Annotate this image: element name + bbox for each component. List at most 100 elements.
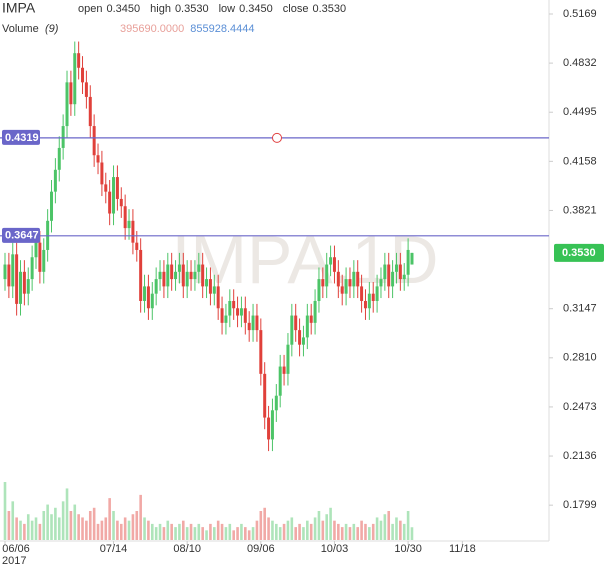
volume-bar: [244, 527, 247, 540]
volume-value: 395690.0000: [120, 23, 184, 35]
volume-bar: [135, 511, 139, 540]
volume-bar: [344, 523, 348, 540]
candle-body: [309, 315, 313, 323]
candle-body: [282, 366, 286, 374]
volume-bar: [317, 511, 321, 540]
candle-body: [108, 191, 112, 214]
x-tick-label: 10/03: [321, 543, 349, 555]
volume-bar: [123, 517, 127, 540]
volume-bar: [100, 520, 104, 540]
candle-body: [205, 279, 209, 287]
y-tick-label: 0.3147: [563, 303, 597, 315]
volume-bar: [387, 511, 391, 540]
candle-body: [360, 286, 364, 301]
symbol: IMPA: [2, 0, 36, 16]
volume-bar: [402, 523, 406, 540]
candle-body: [143, 286, 147, 301]
volume-bar: [127, 520, 131, 540]
candle-body: [208, 279, 212, 294]
candle-body: [259, 330, 263, 374]
x-tick-label: 07/14: [100, 543, 128, 555]
candle-body: [81, 67, 85, 83]
volume-bar: [166, 520, 170, 540]
candle-body: [321, 279, 325, 287]
candle-body: [181, 264, 185, 287]
candle-body: [92, 126, 96, 156]
candle-body: [150, 293, 154, 309]
volume-bar: [201, 527, 204, 540]
candle-body: [146, 286, 150, 309]
candle-body: [162, 271, 166, 287]
volume-bar: [185, 527, 189, 540]
ohlc-name: low: [219, 3, 236, 15]
volume-bar: [205, 530, 208, 540]
volume-bar: [360, 520, 363, 540]
volume-bar: [116, 520, 119, 540]
y-tick-label: 0.4832: [563, 57, 597, 69]
volume-bar: [42, 511, 46, 540]
volume-bar: [302, 527, 305, 540]
volume-bar: [236, 527, 239, 540]
candle-body: [53, 169, 57, 192]
volume-bar: [143, 517, 146, 540]
volume-bar: [356, 527, 360, 540]
volume-bar: [85, 520, 88, 540]
candle-body: [127, 220, 131, 229]
candle-body: [177, 264, 181, 272]
volume-bar: [193, 527, 197, 540]
candle-body: [243, 308, 247, 323]
volume-bar: [383, 514, 387, 540]
volume-bar: [313, 517, 317, 540]
candle-body: [313, 300, 317, 323]
last-price: 0.3530: [562, 247, 596, 259]
candle-body: [317, 279, 321, 301]
candle-body: [239, 308, 243, 316]
volume-bar: [69, 511, 73, 540]
volume-bar: [139, 494, 142, 540]
ohlc-name: close: [283, 3, 309, 15]
volume-name: Volume: [2, 23, 39, 35]
line-label: 0.3647: [5, 230, 39, 242]
volume-bar: [228, 523, 232, 540]
volume-bar: [81, 517, 84, 540]
candle-body: [394, 264, 398, 272]
y-tick-label: 0.2136: [563, 450, 597, 462]
ohlc-value: 0.3530: [312, 3, 346, 15]
volume-bar: [92, 507, 96, 540]
candle-body: [410, 252, 414, 265]
candle-body: [236, 308, 240, 316]
ohlc-name: open: [78, 3, 102, 15]
volume-bar: [321, 520, 325, 540]
volume-bar: [30, 520, 34, 540]
volume-bar: [263, 507, 266, 540]
volume-bar: [286, 520, 290, 540]
candle-body: [336, 271, 340, 287]
volume-bar: [325, 514, 329, 540]
candle-body: [387, 264, 391, 287]
candle-body: [340, 286, 344, 294]
candle-body: [193, 271, 197, 280]
candle-body: [278, 366, 282, 396]
volume-bar: [406, 511, 410, 540]
candle-body: [212, 286, 216, 294]
candle-body: [325, 264, 329, 287]
volume-bar: [375, 517, 379, 540]
volume-bar: [410, 527, 414, 540]
candle-body: [3, 264, 7, 280]
y-tick-label: 0.4158: [563, 155, 597, 167]
y-tick-label: 0.5169: [563, 8, 597, 20]
volume-bar: [224, 527, 228, 540]
candle-body: [73, 53, 77, 105]
volume-bar: [11, 501, 15, 540]
candle-body: [305, 315, 309, 338]
volume-period: (9): [45, 23, 59, 35]
volume-bar: [112, 511, 115, 540]
volume-bar: [391, 523, 394, 540]
volume-bar: [399, 520, 402, 540]
last-price-bg: [554, 243, 604, 262]
candle-body: [11, 254, 15, 287]
candle-body: [398, 264, 402, 280]
candle-body: [255, 315, 259, 331]
ohlc-name: high: [150, 3, 171, 15]
